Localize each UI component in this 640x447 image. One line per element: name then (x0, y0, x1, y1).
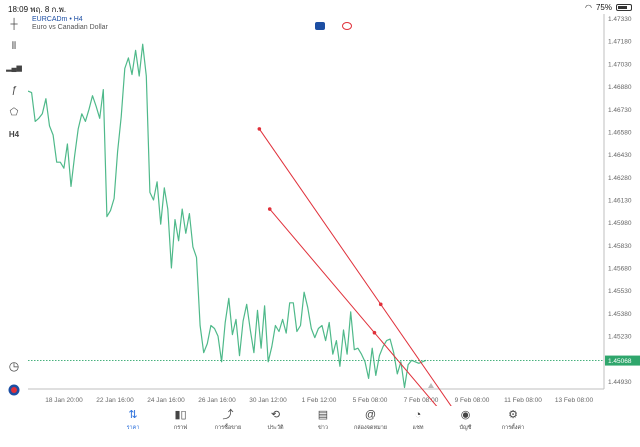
nav-item-8[interactable]: ⚙ การตั้งค่า (490, 408, 536, 432)
nav-icon-7: ◉ (460, 409, 471, 421)
wifi-icon: ◠ (585, 3, 592, 12)
eur-flag-icon (315, 22, 325, 30)
x-tick-label: 24 Jan 16:00 (147, 397, 185, 404)
battery-percent: 75% (595, 3, 612, 12)
crosshair-icon[interactable]: ┼ (10, 18, 18, 30)
nav-icon-0: ⇅ (128, 409, 138, 421)
x-tick-label: 11 Feb 08:00 (504, 397, 542, 404)
x-tick-label: 7 Feb 08:00 (404, 397, 439, 404)
current-price-tag (605, 355, 640, 366)
trendline-2 (269, 208, 451, 423)
trendline-2-handle (267, 207, 272, 211)
battery-fill (618, 6, 627, 9)
chart-area[interactable]: EURCADm • H4 Euro vs Canadian Dollar 1.4… (27, 14, 640, 432)
status-date: พฤ. 8 ก.พ. (30, 5, 67, 14)
left-toolbar: ┼ ⫴ ▂▄▆ ƒ ⬠ H4 ◷ (0, 14, 28, 406)
y-tick-label: 1.46580 (608, 129, 632, 136)
candlestick-icon[interactable]: ⫴ (11, 40, 17, 52)
battery-icon (616, 4, 632, 11)
status-time-date: 18:09 พฤ. 8 ก.พ. (8, 3, 66, 16)
nav-item-2[interactable]: ⤴ การซื้อขาย (205, 408, 251, 432)
trendline-1 (258, 128, 470, 432)
y-tick-label: 1.45980 (608, 220, 632, 227)
x-tick-label: 22 Jan 16:00 (96, 397, 134, 404)
time-marker-icon (428, 383, 434, 388)
y-tick-label: 1.47030 (608, 61, 632, 68)
x-tick-label: 13 Feb 08:00 (555, 397, 594, 404)
x-tick-label: 5 Feb 08:00 (353, 397, 388, 404)
nav-label-0: ราคา (126, 425, 140, 431)
y-tick-label: 1.45380 (608, 311, 632, 318)
y-tick-label: 1.46880 (608, 84, 632, 91)
nav-icon-1: ▮▯ (174, 409, 187, 421)
nav-item-1[interactable]: ▮▯ กราฟ (158, 408, 204, 432)
status-time: 18:09 (8, 5, 29, 14)
nav-item-5[interactable]: @ กล่องจดหมาย (348, 408, 394, 432)
nav-label-8: การตั้งค่า (501, 425, 525, 431)
cad-flag-icon (342, 22, 352, 30)
nav-icon-6: ◔ (414, 409, 422, 421)
nav-item-3[interactable]: ⟲ ประวัติ (253, 408, 299, 432)
y-tick-label: 1.44930 (608, 379, 632, 386)
trendline-2-handle (372, 330, 377, 335)
nav-icon-4: ▤ (317, 409, 329, 421)
nav-label-5: กล่องจดหมาย (353, 425, 388, 431)
nav-item-4[interactable]: ▤ ข่าว (300, 408, 346, 432)
nav-label-1: กราฟ (173, 425, 188, 431)
y-tick-label: 1.46280 (608, 175, 632, 182)
y-tick-label: 1.45530 (608, 288, 632, 295)
symbol-title[interactable]: EURCADm • H4 (32, 16, 83, 23)
nav-label-7: บัญชี (459, 425, 472, 431)
nav-item-0[interactable]: ⇅ ราคา (110, 408, 156, 432)
trendline-1-handle (257, 127, 262, 131)
y-tick-label: 1.45230 (608, 334, 632, 341)
x-tick-label: 30 Jan 12:00 (249, 397, 287, 404)
x-tick-label: 18 Jan 20:00 (45, 397, 83, 404)
current-price-label: 1.45068 (608, 358, 632, 365)
nav-label-6: แชท (412, 425, 424, 431)
y-tick-label: 1.45830 (608, 243, 632, 250)
timeframe-button[interactable]: H4 (8, 129, 20, 139)
x-tick-label: 26 Jan 16:00 (198, 397, 236, 404)
function-icon[interactable]: ƒ (11, 84, 17, 96)
indicators-icon[interactable]: ▂▄▆ (6, 65, 22, 72)
trendline-1-handle (378, 302, 383, 307)
x-tick-label: 1 Feb 12:00 (302, 397, 337, 404)
y-tick-label: 1.45680 (608, 266, 632, 273)
nav-icon-5: @ (364, 409, 377, 421)
nav-label-4: ข่าว (318, 425, 328, 431)
price-chart[interactable]: 1.47330 1.47180 1.47030 1.46880 1.46730 1.465… (27, 14, 640, 432)
y-tick-label: 1.46130 (608, 197, 632, 204)
broker-logo-icon[interactable] (6, 382, 22, 398)
x-tick-label: 9 Feb 08:00 (455, 397, 490, 404)
status-bar: 18:09 พฤ. 8 ก.พ. ◠ 75% (0, 0, 640, 14)
bottom-nav: ⇅ ราคา ▮▯ กราฟ ⤴ การซื้อขาย ⟲ ประวัติ ▤ ข่าว @ กล่อ… (0, 406, 640, 447)
nav-icon-2: ⤴ (222, 409, 234, 421)
y-tick-label: 1.46430 (608, 152, 632, 159)
nav-label-3: ประวัติ (267, 425, 284, 431)
y-tick-label: 1.46730 (608, 107, 632, 114)
symbol-description: Euro vs Canadian Dollar (32, 24, 108, 31)
nav-label-2: การซื้อขาย (214, 425, 242, 431)
y-tick-label: 1.47330 (608, 16, 632, 23)
nav-item-6[interactable]: ◔ แชท (395, 408, 441, 432)
status-right: ◠ 75% (585, 3, 632, 12)
nav-icon-8: ⚙ (508, 409, 518, 421)
speedometer-icon[interactable]: ◷ (8, 359, 20, 373)
shapes-icon[interactable]: ⬠ (9, 106, 19, 118)
nav-icon-3: ⟲ (270, 409, 281, 421)
price-line-series (27, 43, 427, 389)
y-tick-label: 1.47180 (608, 39, 632, 46)
nav-item-7[interactable]: ◉ บัญชี (443, 408, 489, 432)
